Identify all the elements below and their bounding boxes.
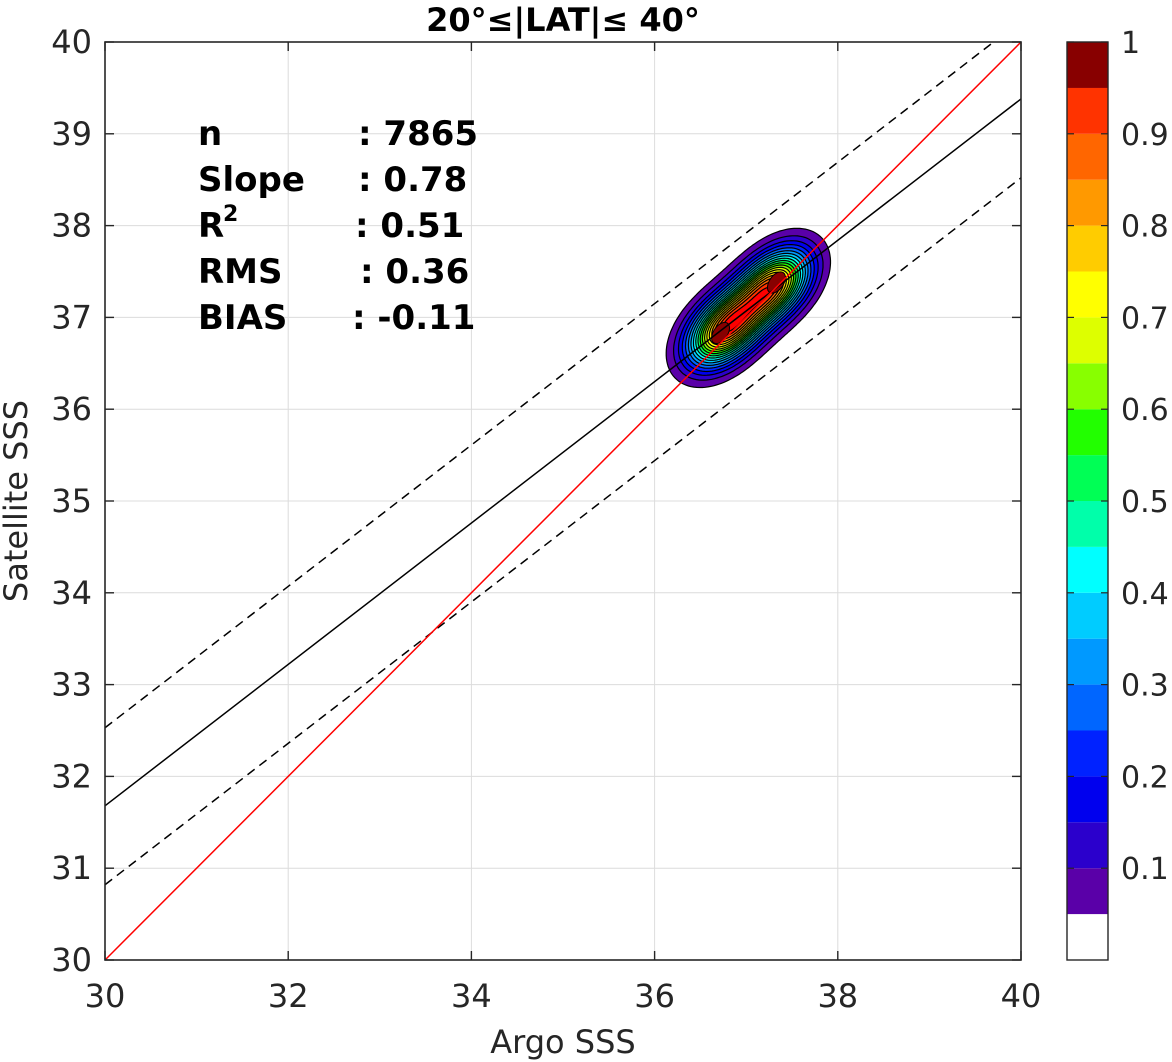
colorbar-swatch (1067, 455, 1108, 501)
axis-ticks (104, 41, 1022, 961)
x-tick-label: 32 (268, 977, 309, 1015)
colorbar-tick-label: 0.1 (1121, 852, 1169, 887)
colorbar-swatch (1067, 225, 1108, 272)
stat-value: : 7865 (358, 114, 478, 154)
y-tick-label: 33 (51, 666, 92, 704)
y-tick-labels: 30 31 32 33 34 35 36 37 38 39 40 (51, 23, 92, 979)
colorbar-swatch (1067, 592, 1108, 639)
one-to-one-line (105, 42, 1021, 960)
x-tick-label: 36 (634, 977, 675, 1015)
y-tick-label: 37 (51, 298, 92, 336)
y-tick-label: 32 (51, 757, 92, 795)
colorbar: 0.1 0.2 0.3 0.4 0.5 0.6 0.7 0.8 0.9 1 (1066, 26, 1169, 961)
stat-label: RMS (198, 252, 283, 292)
y-tick-label: 31 (51, 849, 92, 887)
grid (105, 42, 1021, 960)
statistics-box: n : 7865 Slope : 0.78 R2 : 0.51 RMS : 0.36 BIAS:… (198, 114, 478, 338)
x-tick-label: 30 (85, 977, 126, 1015)
colorbar-swatch (1067, 868, 1108, 915)
colorbar-tick-label: 0.6 (1121, 393, 1169, 428)
colorbar-swatch (1067, 42, 1108, 88)
colorbar-swatch (1067, 684, 1108, 731)
colorbar-swatch (1067, 87, 1108, 134)
y-tick-label: 35 (51, 482, 92, 520)
fit-bound-line (105, 42, 995, 729)
stat-value: : 0.51 (355, 206, 464, 246)
colorbar-swatch (1067, 546, 1108, 593)
colorbar-tick-label: 0.3 (1121, 669, 1169, 704)
colorbar-swatch (1067, 776, 1108, 823)
x-tick-label: 38 (817, 977, 858, 1015)
y-tick-label: 30 (51, 941, 92, 979)
y-tick-label: 39 (51, 115, 92, 153)
stat-label: BIAS (198, 298, 287, 338)
x-tick-label: 34 (451, 977, 492, 1015)
y-tick-label: 40 (51, 23, 92, 61)
colorbar-swatch (1067, 317, 1108, 364)
y-axis-label: Satellite SSS (0, 400, 35, 602)
colorbar-swatches (1067, 42, 1108, 960)
stat-label: Slope (198, 160, 305, 200)
colorbar-swatch (1067, 822, 1108, 869)
x-axis-label: Argo SSS (490, 1023, 635, 1061)
colorbar-labels: 0.1 0.2 0.3 0.4 0.5 0.6 0.7 0.8 0.9 1 (1121, 26, 1169, 887)
colorbar-tick-label: 0.5 (1121, 485, 1169, 520)
colorbar-tick-label: 0.7 (1121, 301, 1169, 336)
x-tick-label: 40 (1001, 977, 1042, 1015)
colorbar-tick-label: 0.4 (1121, 577, 1169, 612)
stat-value: : 0.78 (358, 160, 467, 200)
stat-label: R (198, 206, 224, 246)
x-tick-labels: 30 32 34 36 38 40 (85, 977, 1042, 1015)
colorbar-tick-label: 0.2 (1121, 760, 1169, 795)
stat-superscript: 2 (223, 202, 238, 227)
reference-lines (105, 42, 1021, 960)
fit-line (105, 98, 1021, 807)
y-tick-label: 38 (51, 207, 92, 245)
y-tick-label: 36 (51, 390, 92, 428)
plot-area: n : 7865 Slope : 0.78 R2 : 0.51 RMS : 0.36 BIAS:… (104, 41, 1022, 961)
stat-value: : -0.11 (352, 298, 475, 338)
colorbar-swatch (1067, 179, 1108, 226)
colorbar-ticks (1067, 41, 1108, 869)
colorbar-swatch (1067, 363, 1108, 410)
colorbar-swatch (1067, 133, 1108, 180)
colorbar-tick-label: 0.9 (1121, 118, 1169, 153)
stat-value: : 0.36 (360, 252, 469, 292)
colorbar-swatch (1067, 501, 1108, 547)
colorbar-swatch (1067, 914, 1108, 960)
stat-label: n (198, 114, 222, 154)
colorbar-swatch (1067, 409, 1108, 456)
colorbar-tick-label: 0.8 (1121, 210, 1169, 245)
colorbar-swatch (1067, 638, 1108, 685)
colorbar-tick-label: 1 (1121, 26, 1140, 61)
y-tick-label: 34 (51, 574, 92, 612)
colorbar-swatch (1067, 730, 1108, 777)
fit-bound-line (105, 177, 1021, 886)
density-contours (665, 227, 832, 389)
colorbar-swatch (1067, 271, 1108, 318)
chart-title: 20°≤|LAT|≤ 40° (426, 1, 700, 40)
